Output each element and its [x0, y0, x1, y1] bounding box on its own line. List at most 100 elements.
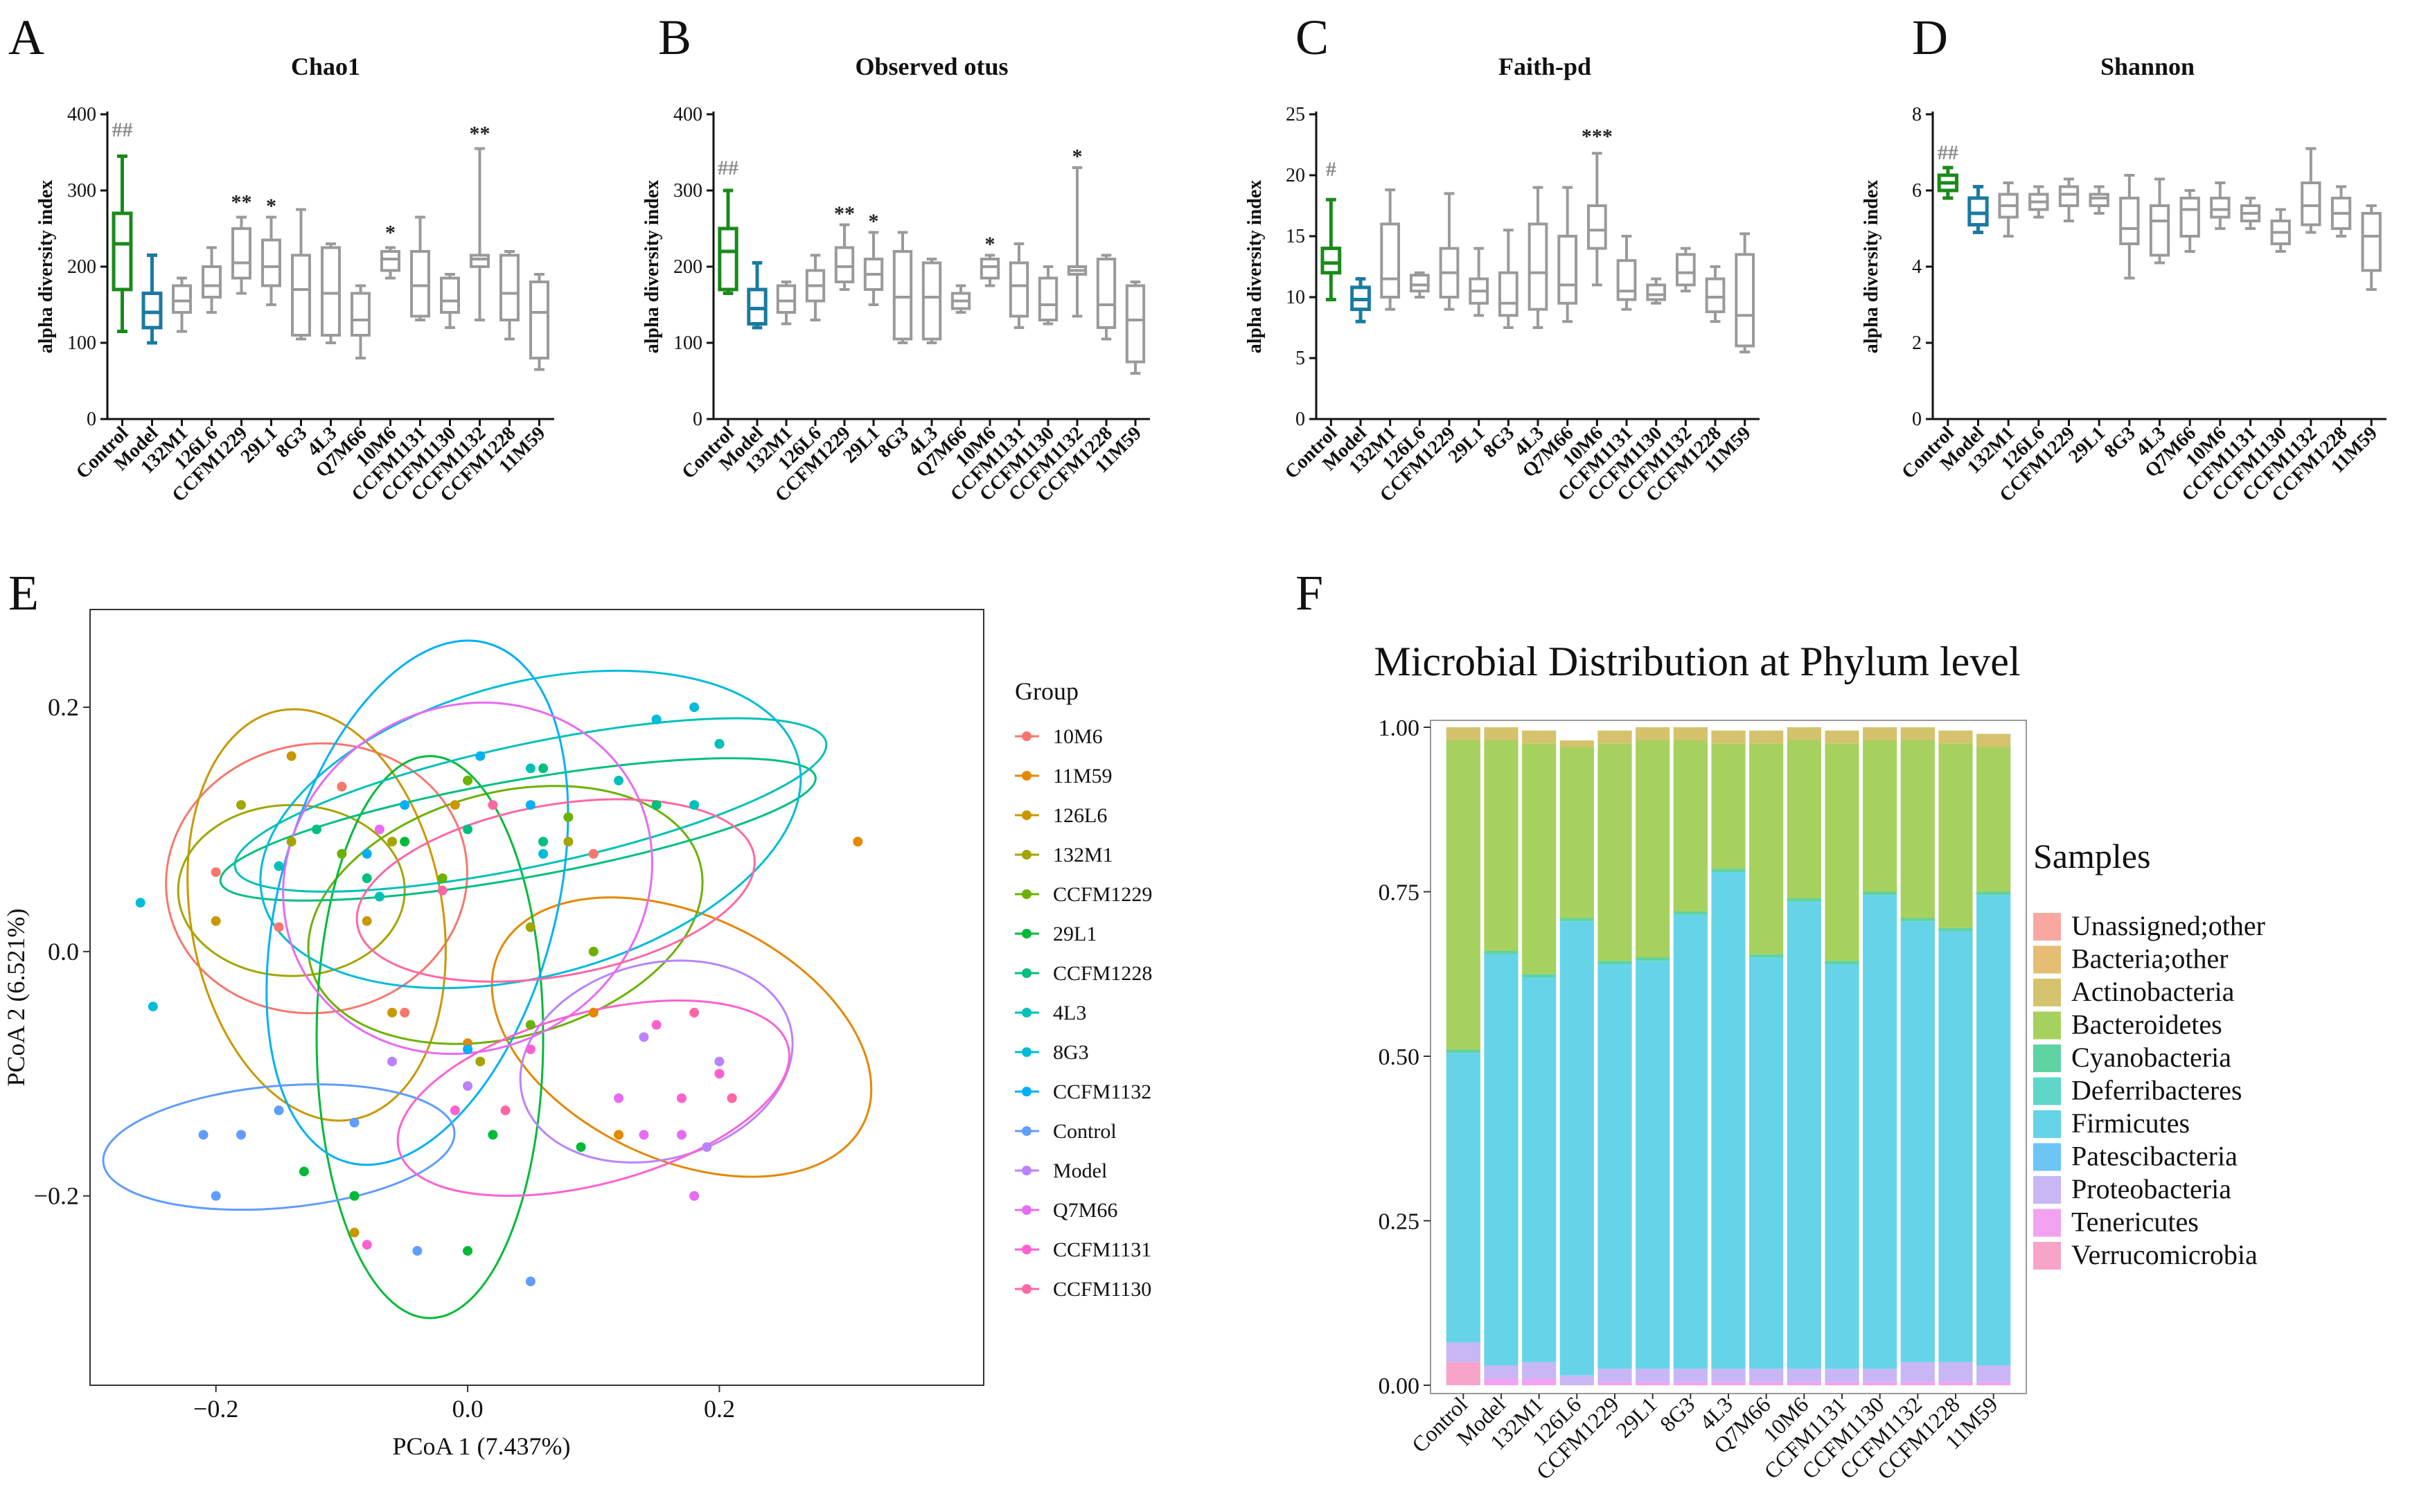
legend-item-Actinobacteria: Actinobacteria: [2071, 976, 2235, 1007]
point-CCFM1228: [651, 800, 662, 810]
bar-segment-Actinobacteria: [1787, 727, 1821, 740]
point-CCFM1132: [400, 800, 410, 810]
legend-item-Cyanobacteria: Cyanobacteria: [2071, 1042, 2231, 1073]
box-10M6: [980, 254, 1000, 287]
significance-marker: *: [985, 233, 995, 256]
chart-title: Microbial Distribution at Phylum level: [1374, 639, 2020, 684]
box-CCFM1228: [1096, 254, 1117, 341]
point-Model: [387, 1056, 398, 1067]
box-iqr: [2058, 185, 2080, 207]
ellipse-29L1: [315, 755, 544, 1319]
panel-letter-E: E: [8, 565, 39, 621]
point-CCFM1131: [676, 1093, 687, 1103]
bar-segment-Proteobacteria: [1938, 1362, 1973, 1382]
bar-segment-Proteobacteria: [1976, 1365, 2011, 1382]
point-CCFM1228: [538, 763, 549, 774]
x-axis-label: PCoA 1 (7.437%): [392, 1432, 570, 1460]
box-126L6: [1409, 271, 1430, 299]
box-iqr: [2089, 193, 2109, 207]
box-iqr: [2119, 197, 2140, 245]
legend-swatch: [2033, 1077, 2061, 1105]
legend-item-Bacteroidetes: Bacteroidetes: [2071, 1009, 2222, 1040]
point-126L6: [450, 800, 460, 810]
point-CCFM1229: [463, 775, 473, 785]
box-CCFM1228: [499, 250, 520, 341]
point-CCFM1131: [450, 1105, 460, 1116]
legend-swatch: [2033, 913, 2061, 941]
box-4L3: [2149, 177, 2170, 265]
y-tick-label: 0.00: [1379, 1373, 1420, 1399]
ellipse-Q7M66: [282, 701, 653, 1056]
point-Q7M66: [639, 1130, 649, 1140]
bar-segment-Bacteroidetes: [1597, 743, 1632, 961]
point-CCFM1132: [463, 1044, 473, 1054]
significance-marker: *: [1072, 145, 1083, 168]
box-iqr: [291, 254, 311, 337]
bar-segment-Actinobacteria: [1976, 733, 2011, 747]
box-132M1: [172, 276, 192, 333]
point-Control: [236, 1130, 247, 1140]
y-tick-label: 0.2: [48, 693, 79, 721]
plot-contents: [102, 639, 873, 1319]
y-tick-label: 200: [673, 256, 702, 278]
point-CCFM1228: [538, 837, 549, 847]
point-Model: [714, 1056, 725, 1067]
box-iqr: [231, 227, 251, 280]
bar-29L1: [1636, 727, 1670, 1385]
y-axis-label: alpha diversity index: [1244, 180, 1266, 353]
bar-segment-Cyanobacteria: [1900, 918, 1935, 922]
bar-segment-Verrucomicrobia: [1446, 1362, 1480, 1385]
bar-segment-Tenericutes: [1597, 1382, 1632, 1385]
box-iqr: [1675, 253, 1696, 287]
significance-marker: ##: [718, 157, 738, 179]
y-tick-label: 20: [1286, 165, 1305, 186]
x-tick-label: −0.2: [193, 1395, 238, 1423]
bar-segment-Tenericutes: [1484, 1378, 1518, 1385]
legend-swatch: [2033, 1011, 2061, 1040]
bar-segment-Firmicutes: [1522, 977, 1557, 1362]
bar-segment-Tenericutes: [1938, 1382, 1973, 1385]
bar-segment-Bacteroidetes: [1522, 743, 1557, 975]
point-Q7M66: [676, 1130, 687, 1140]
significance-marker: ##: [1938, 141, 1958, 164]
panel-title: Faith-pd: [1498, 53, 1591, 80]
legend-title: Group: [1015, 677, 1079, 705]
bar-segment-Bacteroidetes: [1711, 743, 1746, 869]
bar-segment-Tenericutes: [1976, 1382, 2011, 1385]
bar-segment-Firmicutes: [1938, 931, 1973, 1362]
box-iqr: [141, 292, 163, 330]
bar-segment-Firmicutes: [1673, 914, 1708, 1369]
legend-swatch: [2033, 1176, 2061, 1204]
box-Q7M66: [1557, 186, 1578, 323]
bar-11M59: [1976, 733, 2011, 1385]
box-iqr: [747, 287, 768, 326]
box-iqr: [1320, 247, 1342, 275]
point-Q7M66: [689, 1191, 700, 1201]
box-iqr: [2210, 197, 2231, 219]
point-CCFM1228: [362, 873, 372, 884]
point-Control: [211, 1191, 221, 1201]
box-iqr: [980, 258, 1000, 280]
bar-126L6: [1559, 740, 1594, 1385]
ellipse-Model: [519, 959, 794, 1164]
box-iqr: [1735, 253, 1755, 348]
point-CCFM1131: [362, 1240, 372, 1250]
legend-item-Deferribacteres: Deferribacteres: [2071, 1075, 2242, 1106]
panel-letter-C: C: [1295, 10, 1329, 65]
bar-segment-Cyanobacteria: [1446, 1049, 1480, 1053]
box-iqr: [1616, 259, 1637, 301]
point-8G3: [148, 1002, 158, 1012]
box-CCFM1131: [2240, 197, 2261, 230]
legend-item-11M59: 11M59: [1053, 765, 1113, 788]
panel-letter-B: B: [658, 10, 691, 65]
point-CCFM1132: [525, 800, 535, 810]
legend-swatch-point: [1022, 1245, 1031, 1254]
bar-segment-Cyanobacteria: [1749, 954, 1784, 958]
bar-segment-Firmicutes: [1787, 901, 1821, 1369]
legend-item-29L1: 29L1: [1053, 923, 1097, 945]
box-CCFM1132: [470, 147, 490, 321]
legend-swatch-point: [1022, 1284, 1031, 1294]
bar-segment-Proteobacteria: [1900, 1362, 1935, 1382]
